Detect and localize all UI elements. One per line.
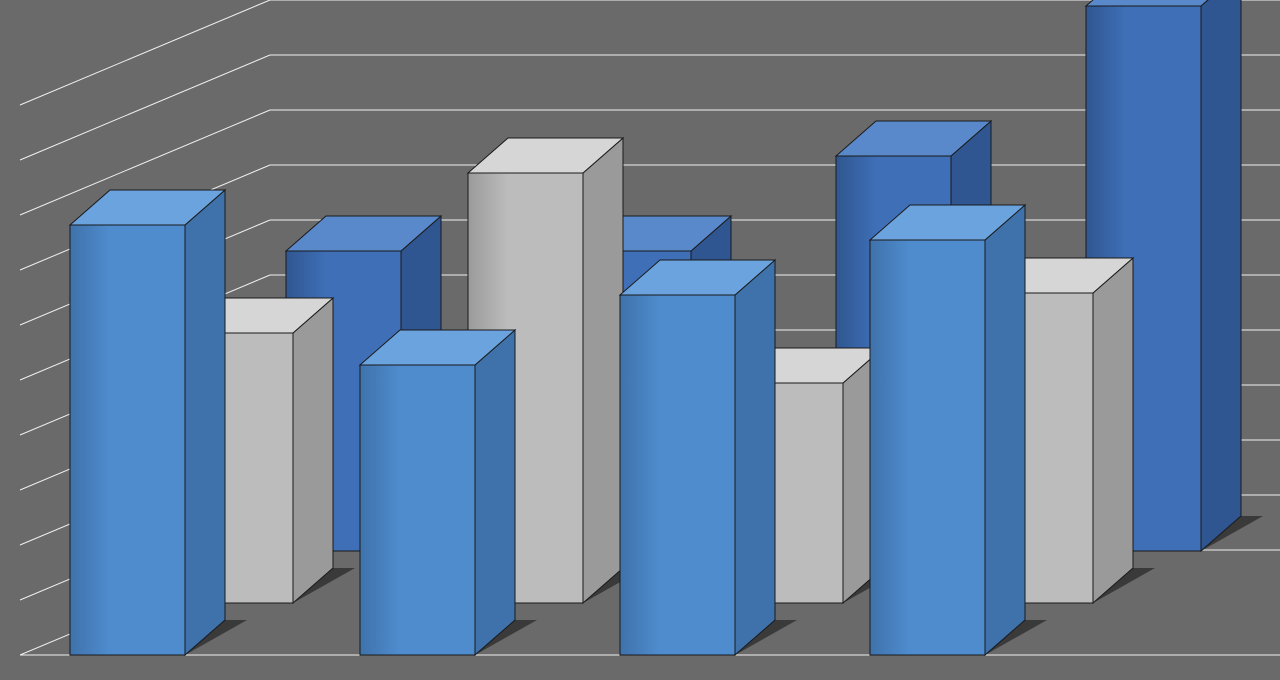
- bars: [70, 0, 1263, 655]
- bar-side: [1201, 0, 1241, 551]
- bar-front: [870, 240, 985, 655]
- bar-front: [70, 225, 185, 655]
- bar-side: [985, 205, 1025, 655]
- bar-side: [1093, 258, 1133, 603]
- bar-chart-3d: [0, 0, 1280, 680]
- bar-front: [620, 295, 735, 655]
- bar-side: [185, 190, 225, 655]
- bar-side: [735, 260, 775, 655]
- bar-side: [293, 298, 333, 603]
- bar-front: [360, 365, 475, 655]
- bar-side: [475, 330, 515, 655]
- bar-side: [583, 138, 623, 603]
